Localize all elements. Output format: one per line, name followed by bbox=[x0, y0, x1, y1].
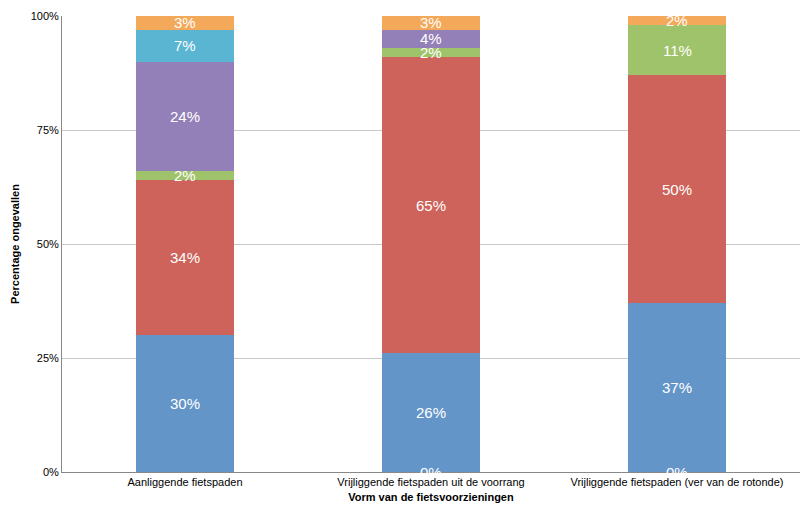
svg-text:0%: 0% bbox=[666, 464, 688, 481]
svg-text:Vrijliggende fietspaden uit de: Vrijliggende fietspaden uit de voorrang bbox=[337, 476, 524, 488]
svg-text:3%: 3% bbox=[420, 14, 442, 31]
svg-text:11%: 11% bbox=[663, 42, 692, 59]
svg-text:2%: 2% bbox=[666, 12, 688, 29]
svg-text:25%: 25% bbox=[37, 352, 59, 364]
svg-text:7%: 7% bbox=[174, 37, 196, 54]
svg-text:0%: 0% bbox=[43, 466, 59, 478]
svg-text:34%: 34% bbox=[170, 249, 200, 266]
svg-text:2%: 2% bbox=[420, 44, 442, 61]
svg-text:65%: 65% bbox=[416, 197, 446, 214]
svg-text:50%: 50% bbox=[662, 181, 692, 198]
svg-text:Vorm van de fietsvoorzieningen: Vorm van de fietsvoorzieningen bbox=[348, 491, 514, 503]
svg-text:50%: 50% bbox=[37, 238, 59, 250]
svg-text:2%: 2% bbox=[174, 167, 196, 184]
svg-text:Aanliggende fietspaden: Aanliggende fietspaden bbox=[128, 476, 243, 488]
svg-text:30%: 30% bbox=[170, 395, 200, 412]
svg-text:3%: 3% bbox=[174, 14, 196, 31]
svg-text:0%: 0% bbox=[420, 464, 442, 481]
svg-text:4%: 4% bbox=[420, 30, 442, 47]
svg-text:75%: 75% bbox=[37, 124, 59, 136]
svg-text:100%: 100% bbox=[31, 10, 59, 22]
svg-text:26%: 26% bbox=[416, 404, 446, 421]
svg-text:24%: 24% bbox=[170, 108, 200, 125]
svg-text:Percentage ongevallen: Percentage ongevallen bbox=[9, 184, 21, 304]
svg-text:37%: 37% bbox=[662, 379, 692, 396]
svg-text:Vrijliggende fietspaden (ver v: Vrijliggende fietspaden (ver van de roto… bbox=[570, 476, 783, 488]
